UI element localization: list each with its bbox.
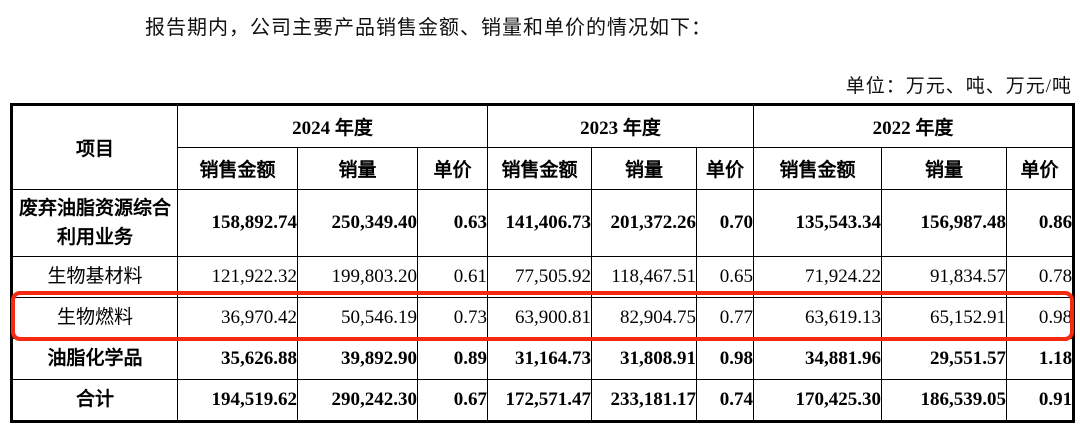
- cell-value: 0.98: [696, 338, 755, 380]
- cell-value: 172,571.47: [487, 379, 593, 422]
- cell-value: 0.61: [416, 256, 489, 298]
- col-header-volume-2024: 销量: [297, 147, 418, 190]
- cell-value: 91,834.57: [881, 256, 1008, 298]
- cell-value: 250,349.40: [297, 189, 418, 257]
- cell-value: 34,881.96: [753, 338, 883, 380]
- cell-value: 0.73: [416, 297, 489, 339]
- cell-value: 290,242.30: [297, 379, 418, 422]
- cell-value: 71,924.22: [753, 256, 883, 298]
- col-header-volume-2023: 销量: [591, 147, 698, 190]
- cell-value: 1.18: [1006, 338, 1075, 380]
- row-label: 废弃油脂资源综合利用业务: [11, 189, 178, 257]
- table-row-bio-based-materials: 生物基材料 121,922.32 199,803.20 0.61 77,505.…: [11, 256, 1075, 298]
- cell-value: 31,164.73: [487, 338, 593, 380]
- row-label: 合计: [11, 379, 178, 422]
- table-row-oleochemicals: 油脂化学品 35,626.88 39,892.90 0.89 31,164.73…: [11, 338, 1075, 380]
- cell-value: 82,904.75: [591, 297, 698, 339]
- cell-value: 0.67: [416, 379, 489, 422]
- cell-value: 0.89: [416, 338, 489, 380]
- cell-value: 141,406.73: [487, 189, 593, 257]
- cell-value: 0.98: [1006, 297, 1075, 339]
- col-header-year-2024: 2024 年度: [176, 104, 489, 148]
- cell-value: 170,425.30: [753, 379, 883, 422]
- cell-value: 0.91: [1006, 379, 1075, 422]
- col-header-sales-amount-2022: 销售金额: [753, 147, 883, 190]
- cell-value: 36,970.42: [177, 297, 298, 339]
- intro-text: 报告期内，公司主要产品销售金额、销量和单价的情况如下：: [145, 17, 712, 39]
- cell-value: 0.63: [416, 189, 489, 257]
- product-sales-table: 项目 2024 年度 2023 年度 2022 年度 销售金额 销量 单价 销售…: [10, 103, 1076, 423]
- col-header-sales-amount-2024: 销售金额: [177, 147, 298, 190]
- col-header-unit-price-2023: 单价: [696, 147, 755, 190]
- cell-value: 0.77: [696, 297, 755, 339]
- col-header-unit-price-2022: 单价: [1006, 147, 1075, 190]
- header-row-years: 项目 2024 年度 2023 年度 2022 年度: [11, 104, 1075, 190]
- cell-value: 199,803.20: [297, 256, 418, 298]
- cell-value: 63,900.81: [487, 297, 593, 339]
- table-row-biofuel: 生物燃料 36,970.42 50,546.19 0.73 63,900.81 …: [11, 297, 1075, 339]
- cell-value: 63,619.13: [753, 297, 883, 339]
- cell-value: 233,181.17: [591, 379, 698, 422]
- cell-value: 201,372.26: [591, 189, 698, 257]
- cell-value: 39,892.90: [297, 338, 418, 380]
- cell-value: 135,543.34: [753, 189, 883, 257]
- cell-value: 0.78: [1006, 256, 1075, 298]
- header-row-metrics: 销售金额 销量 单价 销售金额 销量 单价 销售金额 销量 单价: [12, 147, 1075, 190]
- col-header-year-2023: 2023 年度: [487, 104, 755, 148]
- cell-value: 0.86: [1006, 189, 1075, 257]
- cell-value: 77,505.92: [487, 256, 593, 298]
- cell-value: 194,519.62: [177, 379, 298, 422]
- cell-value: 50,546.19: [297, 297, 418, 339]
- cell-value: 31,808.91: [591, 338, 698, 380]
- col-header-volume-2022: 销量: [881, 147, 1008, 190]
- cell-value: 35,626.88: [177, 338, 298, 380]
- cell-value: 158,892.74: [177, 189, 298, 257]
- col-header-unit-price-2024: 单价: [416, 147, 489, 190]
- unit-note: 单位：万元、吨、万元/吨: [845, 76, 1072, 97]
- cell-value: 156,987.48: [881, 189, 1008, 257]
- col-header-year-2022: 2022 年度: [753, 104, 1075, 148]
- cell-value: 121,922.32: [177, 256, 298, 298]
- cell-value: 65,152.91: [881, 297, 1008, 339]
- cell-value: 118,467.51: [591, 256, 698, 298]
- cell-value: 29,551.57: [881, 338, 1008, 380]
- cell-value: 0.70: [696, 189, 755, 257]
- cell-value: 186,539.05: [881, 379, 1008, 422]
- table-row-total: 合计 194,519.62 290,242.30 0.67 172,571.47…: [11, 379, 1075, 422]
- cell-value: 0.74: [696, 379, 755, 422]
- col-header-sales-amount-2023: 销售金额: [487, 147, 593, 190]
- col-header-item: 项目: [11, 104, 178, 190]
- table-row-waste-oil-business: 废弃油脂资源综合利用业务 158,892.74 250,349.40 0.63 …: [11, 189, 1075, 257]
- cell-value: 0.65: [696, 256, 755, 298]
- row-label: 生物燃料: [11, 297, 178, 339]
- row-label: 油脂化学品: [11, 338, 178, 380]
- row-label: 生物基材料: [11, 256, 178, 298]
